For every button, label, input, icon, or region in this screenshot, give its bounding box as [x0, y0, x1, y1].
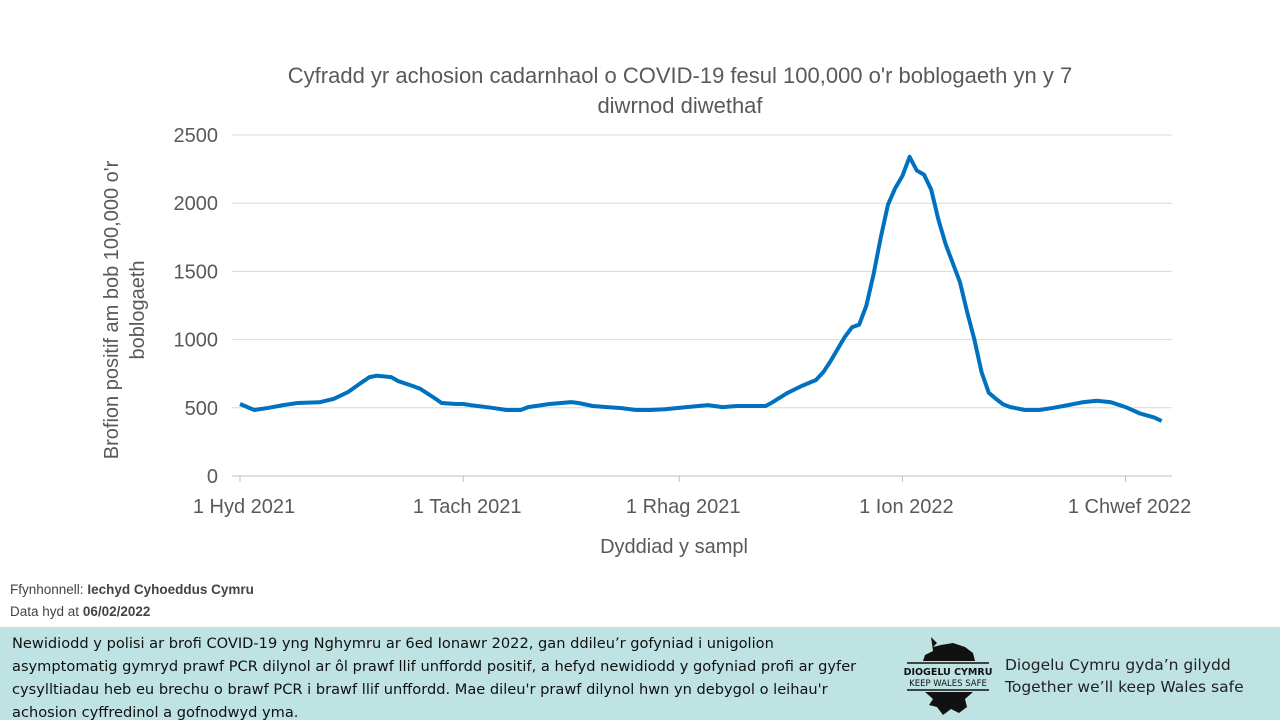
line-chart: Cyfradd yr achosion cadarnhaol o COVID-1…	[101, 63, 1191, 558]
chart-title-line-2: diwrnod diwethaf	[597, 93, 763, 118]
data-date-line: Data hyd at 06/02/2022	[10, 604, 150, 619]
y-tick-label: 1000	[174, 330, 219, 352]
y-axis-title-line-2: boblogaeth	[127, 261, 149, 360]
x-tick-label: 1 Rhag 2021	[626, 496, 741, 518]
series-line	[239, 154, 1163, 423]
x-axis-title: Dyddiad y sampl	[600, 536, 748, 558]
x-tick-label: 1 Tach 2021	[413, 496, 522, 518]
keep-wales-safe-logo: DIOGELU CYMRU KEEP WALES SAFE	[904, 637, 993, 715]
tagline-english: Together we’ll keep Wales safe	[1005, 678, 1244, 696]
tagline-welsh: Diogelu Cymru gyda’n gilydd	[1005, 656, 1231, 674]
source-value: Iechyd Cyhoeddus Cymru	[87, 582, 254, 597]
y-tick-label: 1500	[174, 261, 219, 283]
y-axis-title-line-1: Brofion positif am bob 100,000 o'r	[101, 160, 123, 459]
source-label: Ffynhonnell:	[10, 582, 84, 597]
tagline: Diogelu Cymru gyda’n gilydd Together we’…	[1005, 654, 1244, 698]
data-date-value: 06/02/2022	[82, 604, 151, 619]
x-tick-label: 1 Chwef 2022	[1068, 496, 1191, 518]
policy-banner: Newidiodd y polisi ar brofi COVID-19 yng…	[0, 627, 1280, 721]
y-tick-label: 2500	[174, 125, 219, 147]
chart-title-line-1: Cyfradd yr achosion cadarnhaol o COVID-1…	[288, 63, 1072, 88]
x-tick-label: 1 Hyd 2021	[193, 496, 295, 518]
source-line: Ffynhonnell: Iechyd Cyhoeddus Cymru	[10, 582, 254, 597]
policy-note: Newidiodd y polisi ar brofi COVID-19 yng…	[12, 635, 857, 721]
y-tick-label: 2000	[174, 193, 219, 215]
x-tick-label: 1 Ion 2022	[859, 496, 954, 518]
y-tick-label: 500	[185, 398, 218, 420]
y-tick-label: 0	[207, 466, 218, 488]
data-date-label: Data hyd at	[10, 604, 80, 619]
logo-text-english: KEEP WALES SAFE	[909, 679, 987, 689]
logo-text-welsh: DIOGELU CYMRU	[904, 667, 993, 678]
